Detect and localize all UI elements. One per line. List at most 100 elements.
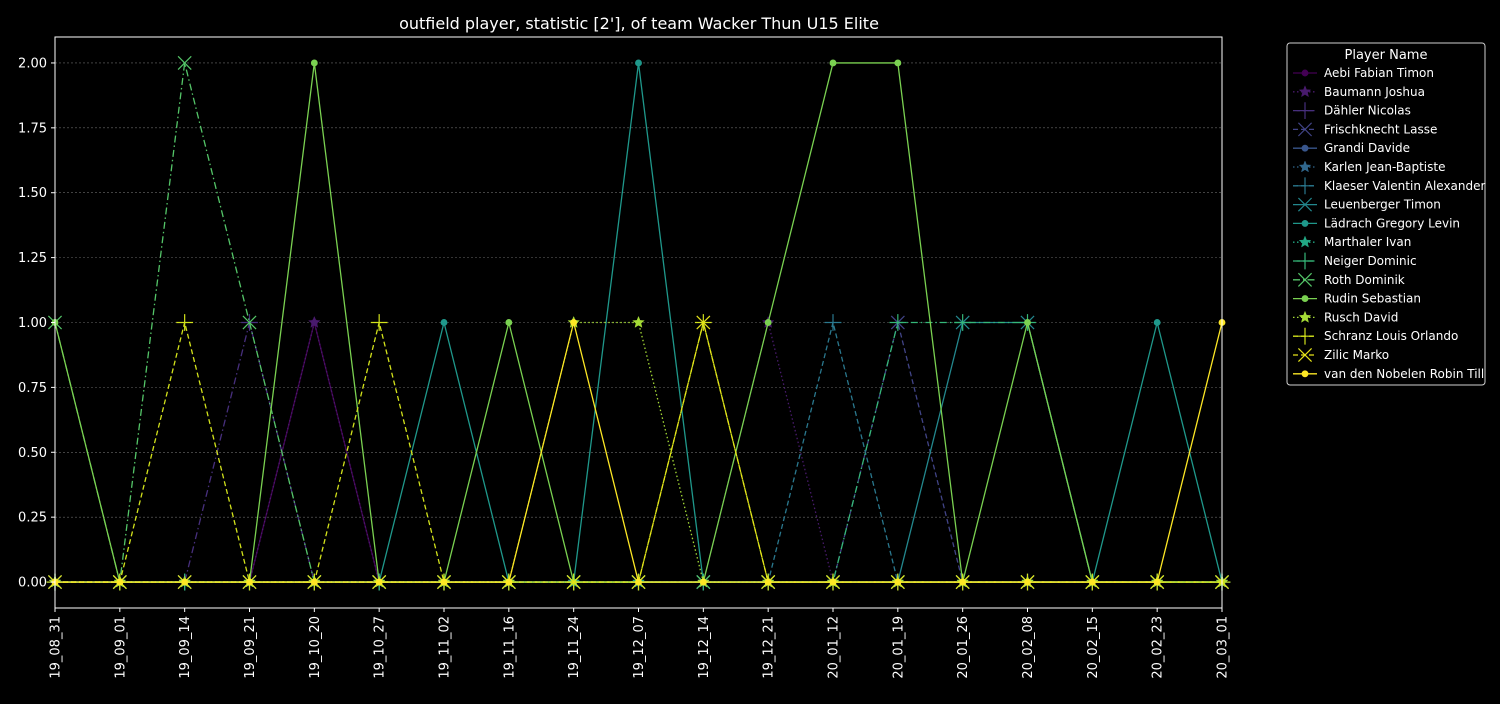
legend-marker <box>1301 69 1309 77</box>
legend-entry: Grandi Davide <box>1293 141 1410 155</box>
data-point <box>1153 578 1161 586</box>
data-point <box>370 314 388 331</box>
legend-entry: Neiger Dominic <box>1293 252 1417 270</box>
legend-marker <box>1297 122 1313 137</box>
legend-label: van den Nobelen Robin Till <box>1324 367 1484 381</box>
legend-entry: Rudin Sebastian <box>1293 292 1421 306</box>
legend-marker <box>1296 252 1314 270</box>
legend-label: Dähler Nicolas <box>1324 104 1411 118</box>
legend-entry: Marthaler Ivan <box>1293 235 1411 249</box>
data-point <box>375 578 383 586</box>
legend-marker <box>1301 295 1309 303</box>
x-tick-label: 19_09_14 <box>178 616 193 679</box>
series-line <box>55 322 1222 583</box>
y-tick-label: 1.75 <box>18 121 47 136</box>
legend-entry: Aebi Fabian Timon <box>1293 66 1434 80</box>
data-point <box>764 578 772 586</box>
legend-marker <box>1301 219 1309 227</box>
legend-label: Grandi Davide <box>1324 141 1410 155</box>
data-point <box>894 59 902 67</box>
data-point <box>829 578 837 586</box>
legend-marker <box>1298 235 1312 248</box>
data-point <box>566 575 581 590</box>
series-line <box>55 322 1222 583</box>
x-tick-label: 19_11_16 <box>502 616 517 679</box>
x-tick-label: 20_01_26 <box>956 616 971 679</box>
series-line <box>55 322 1222 583</box>
y-tick-label: 0.25 <box>18 511 47 526</box>
x-tick-label: 20_02_15 <box>1086 616 1101 679</box>
series-line <box>55 322 1222 583</box>
series-line <box>55 321 1222 583</box>
legend-label: Baumann Joshua <box>1324 85 1425 99</box>
data-point <box>829 59 837 67</box>
legend-label: Frischknecht Lasse <box>1324 122 1437 136</box>
x-tick-label: 19_09_01 <box>113 616 128 679</box>
legend-label: Lädrach Gregory Levin <box>1324 216 1460 230</box>
legend-marker <box>1298 160 1312 173</box>
legend-entry: Frischknecht Lasse <box>1293 122 1437 137</box>
data-point <box>570 319 578 326</box>
x-tick-label: 19_08_31 <box>49 616 64 679</box>
legend-label: Zilic Marko <box>1324 348 1389 362</box>
legend-label: Rudin Sebastian <box>1324 292 1421 306</box>
x-tick-label: 20_02_23 <box>1151 616 1166 679</box>
legend: Player Name Aebi Fabian Timon Baumann Jos… <box>1286 42 1486 386</box>
legend-title: Player Name <box>1345 48 1428 63</box>
x-tick-label: 19_12_07 <box>632 616 647 679</box>
y-tick-label: 1.25 <box>18 251 47 266</box>
x-tick-label: 19_11_24 <box>567 616 582 679</box>
data-point <box>310 59 318 67</box>
legend-entry: Lädrach Gregory Levin <box>1293 216 1460 230</box>
y-tick-label: 2.00 <box>18 56 47 71</box>
legend-entry: van den Nobelen Robin Till <box>1293 367 1484 381</box>
y-tick-label: 0.00 <box>18 576 47 591</box>
x-tick-label: 20_02_08 <box>1021 616 1036 679</box>
legend-entry: Dähler Nicolas <box>1293 102 1411 119</box>
legend-marker <box>1297 272 1313 287</box>
data-point <box>440 319 448 326</box>
data-point <box>894 578 902 586</box>
data-point <box>1088 578 1096 586</box>
series-line <box>55 321 1222 583</box>
x-tick-label: 20_01_19 <box>891 616 906 679</box>
legend-entry: Zilic Marko <box>1293 347 1389 363</box>
legend-marker <box>1296 102 1314 119</box>
legend-label: Neiger Dominic <box>1324 254 1417 268</box>
legend-marker <box>1296 177 1314 195</box>
x-tick-label: 20_01_12 <box>827 616 842 679</box>
series-group <box>48 315 1229 588</box>
legend-entry: Leuenberger Timon <box>1293 197 1441 212</box>
legend-entry: Klaeser Valentin Alexander <box>1293 177 1486 195</box>
data-point <box>176 314 194 331</box>
legend-entry: Baumann Joshua <box>1293 85 1425 99</box>
data-point <box>696 315 711 330</box>
legend-marker <box>1298 310 1312 323</box>
data-point <box>824 314 842 331</box>
data-point <box>505 578 513 586</box>
legend-label: Marthaler Ivan <box>1324 235 1411 249</box>
data-point <box>632 315 645 328</box>
data-point <box>440 578 448 586</box>
data-point <box>246 578 253 586</box>
data-point <box>307 315 321 328</box>
data-point <box>242 315 257 330</box>
x-tick-label: 19_12_21 <box>762 616 777 679</box>
y-tick-label: 0.50 <box>18 446 47 461</box>
data-point <box>505 319 513 326</box>
x-tick-label: 19_10_20 <box>308 616 323 679</box>
x-tick-label: 19_10_27 <box>373 616 388 679</box>
legend-label: Schranz Louis Orlando <box>1324 329 1458 343</box>
series-lines <box>46 55 1231 591</box>
legend-marker <box>1297 197 1313 212</box>
legend-marker <box>1297 347 1313 363</box>
y-tick-label: 1.50 <box>18 186 47 201</box>
legend-marker <box>1301 370 1309 378</box>
chart-title: outfield player, statistic [2'], of team… <box>399 14 879 33</box>
data-point <box>699 578 707 586</box>
legend-box <box>1286 42 1486 386</box>
series-group <box>48 315 1229 588</box>
data-point <box>959 578 967 586</box>
